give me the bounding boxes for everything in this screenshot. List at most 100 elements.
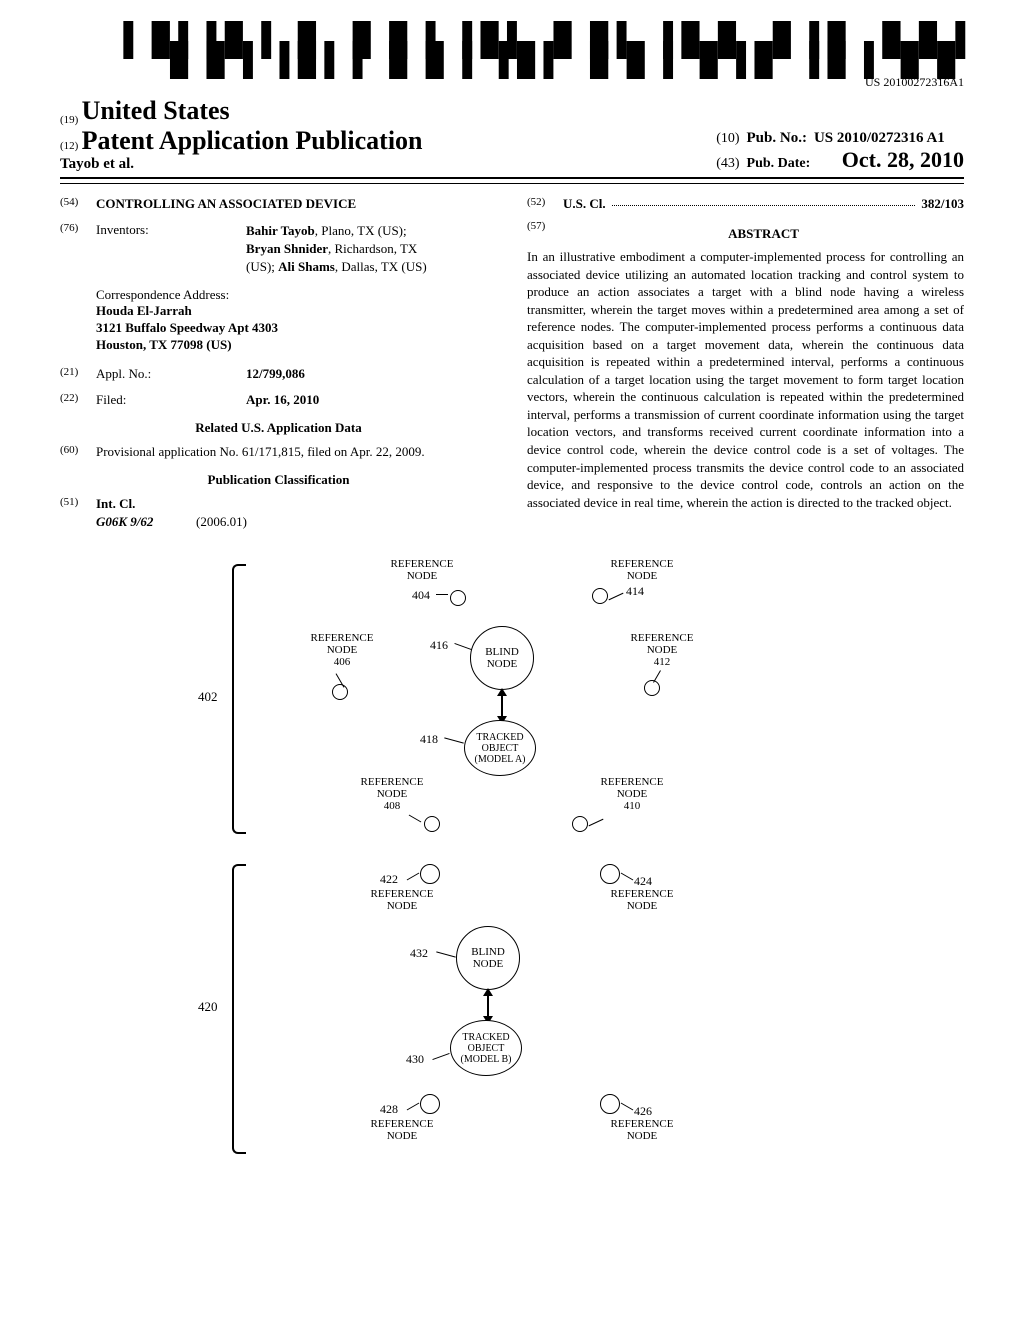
abstract-header: ABSTRACT (563, 226, 964, 242)
refnode-406 (332, 684, 348, 700)
arrow-a (501, 694, 503, 718)
applno-label: Appl. No.: (96, 366, 246, 382)
tracked-object-a: TRACKEDOBJECT(MODEL A) (464, 720, 536, 776)
abstract-header-row: (57) ABSTRACT (527, 220, 964, 248)
num-426: 426 (634, 1104, 652, 1119)
header-country: (19) United States (60, 96, 964, 126)
num-424: 424 (634, 874, 652, 889)
inventors-row: (76) Inventors: Bahir Tayob, Plano, TX (… (60, 222, 497, 277)
applno-row: (21) Appl. No.: 12/799,086 (60, 366, 497, 382)
uscl-value: 382/103 (921, 196, 964, 211)
applno-value: 12/799,086 (246, 366, 305, 381)
pub-type: Patent Application Publication (82, 126, 423, 155)
abstract-code: (57) (527, 220, 563, 248)
num-428: 428 (380, 1102, 398, 1117)
pubno-label: Pub. No.: (747, 130, 807, 146)
abstract-body: In an illustrative embodiment a computer… (527, 248, 964, 511)
refnode-410 (572, 816, 588, 832)
pubdate-label: Pub. Date: (747, 156, 811, 171)
pubdate-value: Oct. 28, 2010 (842, 147, 964, 172)
refnode-408 (424, 816, 440, 832)
title-code: (54) (60, 196, 96, 212)
lead-422 (407, 873, 420, 881)
right-column: (52) U.S. Cl. 382/103 (57) ABSTRACT In a… (527, 196, 964, 530)
num-430: 430 (406, 1052, 424, 1067)
blindnode-432: BLINDNODE (456, 926, 520, 990)
label-420: 420 (198, 999, 218, 1015)
prov-code: (60) (60, 444, 96, 460)
lead-414 (609, 593, 624, 601)
lead-430 (432, 1053, 449, 1060)
corr-name: Houda El-Jarrah (96, 303, 192, 318)
ref-label-428: REFERENCENODE (362, 1118, 442, 1142)
barcode-region: ▌▐▌▌▐▐▌▐ ▐▌ ▐▌▐▌▐ ▐▐▌▌ ▐▌▐▌▌ ▐▐▌▐▌ ▐▌▐▐▌… (60, 30, 964, 90)
authors-line: Tayob et al. (60, 156, 423, 173)
intcl-edition: (2006.01) (196, 514, 247, 530)
pub-header-left: (12) Patent Application Publication Tayo… (60, 126, 423, 173)
corr-addr2: Houston, TX 77098 (US) (96, 337, 232, 352)
pubno-code: (10) (716, 131, 739, 146)
brace-420 (232, 864, 246, 1154)
inventors-label: Inventors: (96, 222, 246, 277)
refnode-404 (450, 590, 466, 606)
refnode-426 (600, 1094, 620, 1114)
lead-418 (444, 738, 464, 744)
num-418: 418 (420, 732, 438, 747)
lead-408 (409, 815, 422, 823)
ref-label-426: REFERENCENODE (602, 1118, 682, 1142)
refnode-428 (420, 1094, 440, 1114)
uscl-code: (52) (527, 196, 563, 212)
lead-432 (436, 952, 456, 958)
filed-code: (22) (60, 392, 96, 408)
provisional-row: (60) Provisional application No. 61/171,… (60, 444, 497, 460)
corr-label: Correspondence Address: (96, 287, 229, 302)
arrow-b (487, 994, 489, 1018)
refnode-414 (592, 588, 608, 604)
header-divider (60, 183, 964, 184)
lead-404 (436, 594, 448, 595)
refnode-422 (420, 864, 440, 884)
correspondence-block: Correspondence Address: Houda El-Jarrah … (96, 287, 497, 355)
pubdate-code: (43) (716, 156, 739, 171)
related-app-header: Related U.S. Application Data (60, 420, 497, 436)
pub-type-code: (12) (60, 140, 78, 152)
uscl-row: (52) U.S. Cl. 382/103 (527, 196, 964, 212)
uscl-label: U.S. Cl. (563, 196, 606, 211)
blindnode-416: BLINDNODE (470, 626, 534, 690)
left-column: (54) CONTROLLING AN ASSOCIATED DEVICE (7… (60, 196, 497, 530)
ref-label-404: REFERENCENODE (382, 558, 462, 582)
tracked-object-b: TRACKEDOBJECT(MODEL B) (450, 1020, 522, 1076)
barcode-bars: ▌▐▌▌▐▐▌▐ ▐▌ ▐▌▐▌▐ ▐▐▌▌ ▐▌▐▌▌ ▐▐▌▐▌ ▐▌▐▐▌… (60, 30, 964, 70)
prov-text: Provisional application No. 61/171,815, … (96, 444, 497, 460)
title-row: (54) CONTROLLING AN ASSOCIATED DEVICE (60, 196, 497, 212)
num-422: 422 (380, 872, 398, 887)
label-402: 402 (198, 689, 218, 705)
ref-label-424: REFERENCENODE (602, 888, 682, 912)
intcl-code: (51) (60, 496, 96, 512)
num-416: 416 (430, 638, 448, 653)
lead-410 (589, 819, 604, 827)
figure-region: 402 REFERENCENODE 404 REFERENCENODE 414 … (60, 554, 964, 1174)
num-414: 414 (626, 584, 644, 599)
corr-addr1: 3121 Buffalo Speedway Apt 4303 (96, 320, 278, 335)
lead-424 (621, 873, 634, 881)
ref-label-406: REFERENCENODE406 (302, 632, 382, 668)
pub-classification-header: Publication Classification (60, 472, 497, 488)
ref-label-410: REFERENCENODE410 (592, 776, 672, 812)
intcl-class-row: G06K 9/62 (2006.01) (96, 514, 497, 530)
inventors-value: Bahir Tayob, Plano, TX (US); Bryan Shnid… (246, 222, 497, 277)
uscl-dots (612, 196, 916, 206)
lead-428 (407, 1103, 420, 1111)
pubno-value: US 2010/0272316 A1 (814, 130, 945, 146)
ref-label-412: REFERENCENODE412 (622, 632, 702, 668)
refnode-424 (600, 864, 620, 884)
num-432: 432 (410, 946, 428, 961)
applno-code: (21) (60, 366, 96, 382)
ref-label-408: REFERENCENODE408 (352, 776, 432, 812)
ref-label-422: REFERENCENODE (362, 888, 442, 912)
num-404: 404 (412, 588, 430, 603)
filed-value: Apr. 16, 2010 (246, 392, 319, 407)
invention-title: CONTROLLING AN ASSOCIATED DEVICE (96, 196, 356, 212)
country-code: (19) (60, 114, 78, 126)
brace-402 (232, 564, 246, 834)
